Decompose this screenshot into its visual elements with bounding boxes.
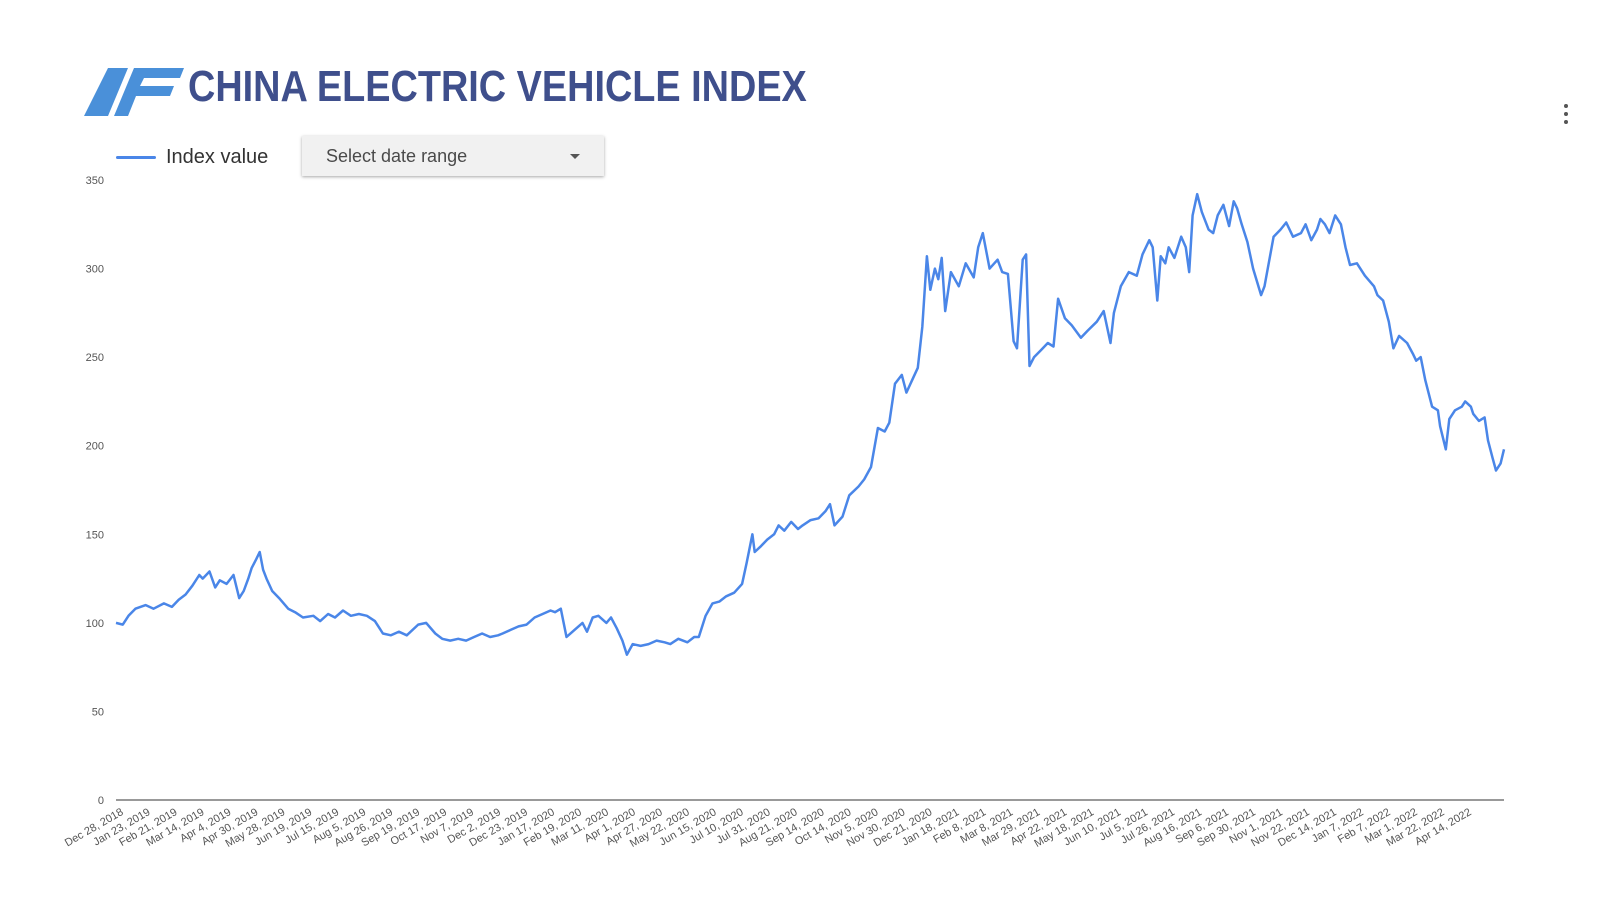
- y-tick-label: 100: [86, 618, 104, 630]
- y-tick-label: 250: [86, 352, 104, 364]
- date-range-label: Select date range: [326, 145, 468, 166]
- legend-line-swatch: [116, 156, 156, 159]
- date-range-dropdown[interactable]: Select date range: [302, 136, 604, 176]
- chevron-down-icon: [570, 153, 580, 159]
- chart-legend: Index value: [116, 146, 268, 169]
- y-tick-label: 150: [86, 529, 104, 541]
- series-line-index-value: [115, 192, 1506, 656]
- page-title: CHINA ELECTRIC VEHICLE INDEX: [188, 62, 807, 111]
- y-tick-label: 200: [86, 441, 104, 453]
- y-tick-label: 300: [86, 264, 104, 276]
- y-tick-label: 0: [98, 795, 104, 807]
- y-tick-label: 350: [86, 175, 104, 187]
- af-logo-icon: [84, 68, 184, 116]
- y-tick-label: 50: [92, 706, 104, 718]
- more-vert-icon[interactable]: [1560, 104, 1572, 124]
- legend-label: Index value: [166, 146, 269, 168]
